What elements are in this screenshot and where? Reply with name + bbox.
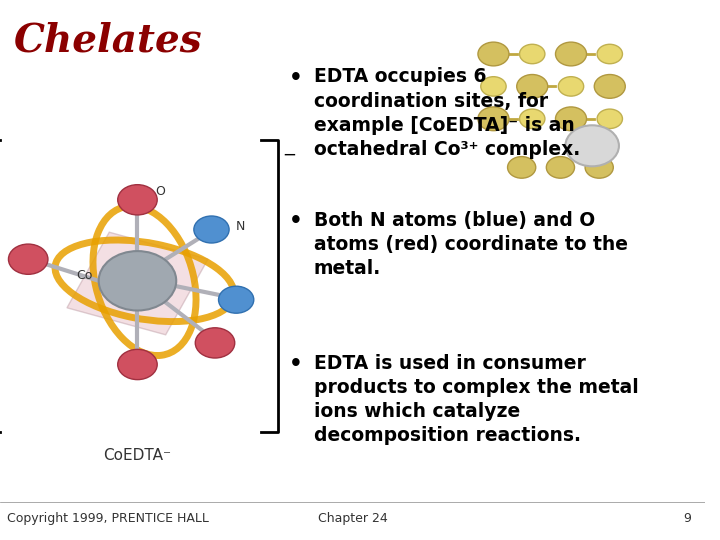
Circle shape	[118, 185, 157, 215]
Circle shape	[520, 109, 545, 129]
Circle shape	[219, 286, 253, 313]
Circle shape	[597, 44, 623, 64]
Circle shape	[594, 75, 625, 98]
Circle shape	[565, 125, 619, 166]
Circle shape	[118, 349, 157, 380]
Text: •: •	[289, 211, 303, 231]
Text: Copyright 1999, PRENTICE HALL: Copyright 1999, PRENTICE HALL	[7, 512, 209, 525]
Text: EDTA is used in consumer
products to complex the metal
ions which catalyze
decom: EDTA is used in consumer products to com…	[314, 354, 639, 445]
Circle shape	[508, 157, 536, 178]
Text: •: •	[289, 354, 303, 374]
Text: Both N atoms (blue) and O
atoms (red) coordinate to the
metal.: Both N atoms (blue) and O atoms (red) co…	[314, 211, 628, 278]
Circle shape	[546, 157, 575, 178]
Circle shape	[585, 157, 613, 178]
Polygon shape	[67, 232, 208, 335]
Text: •: •	[289, 68, 303, 87]
Circle shape	[99, 251, 176, 310]
Circle shape	[556, 107, 587, 131]
Circle shape	[478, 107, 509, 131]
Text: N: N	[236, 220, 246, 233]
Text: EDTA occupies 6
coordination sites, for
example [CoEDTA]⁻ is an
octahedral Co³⁺ : EDTA occupies 6 coordination sites, for …	[314, 68, 580, 159]
Circle shape	[558, 77, 584, 96]
Circle shape	[195, 328, 235, 358]
Circle shape	[9, 244, 48, 274]
Text: Co: Co	[76, 269, 93, 282]
Text: −: −	[282, 146, 296, 164]
Circle shape	[597, 109, 623, 129]
Circle shape	[478, 42, 509, 66]
Text: Chapter 24: Chapter 24	[318, 512, 387, 525]
Circle shape	[556, 42, 587, 66]
Circle shape	[520, 44, 545, 64]
Text: CoEDTA⁻: CoEDTA⁻	[104, 448, 171, 463]
Circle shape	[481, 77, 506, 96]
Circle shape	[517, 75, 548, 98]
Text: 9: 9	[683, 512, 691, 525]
Circle shape	[194, 216, 229, 243]
Text: Chelates: Chelates	[14, 22, 203, 59]
Text: O: O	[155, 185, 165, 198]
